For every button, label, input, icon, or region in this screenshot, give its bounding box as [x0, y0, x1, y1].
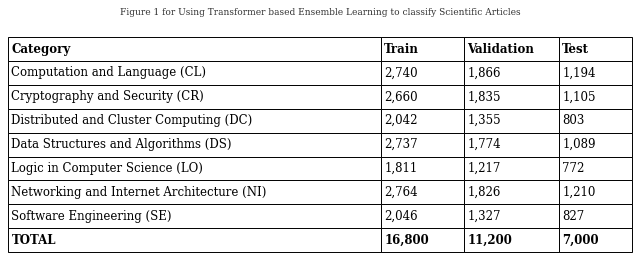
- Bar: [463, 204, 559, 228]
- Text: 11,200: 11,200: [467, 234, 512, 247]
- Text: 1,811: 1,811: [385, 162, 417, 175]
- Text: 2,660: 2,660: [385, 90, 418, 103]
- Bar: [8, 37, 381, 61]
- Text: Computation and Language (CL): Computation and Language (CL): [12, 67, 207, 79]
- Text: Distributed and Cluster Computing (DC): Distributed and Cluster Computing (DC): [12, 114, 253, 127]
- Text: 2,046: 2,046: [385, 210, 418, 223]
- Text: 1,210: 1,210: [563, 186, 596, 199]
- Bar: [559, 228, 632, 252]
- Bar: [463, 85, 559, 109]
- Text: 1,194: 1,194: [563, 67, 596, 79]
- Text: 827: 827: [563, 210, 584, 223]
- Bar: [559, 157, 632, 180]
- Text: Train: Train: [385, 42, 419, 56]
- Bar: [8, 133, 381, 157]
- Bar: [559, 37, 632, 61]
- Text: Software Engineering (SE): Software Engineering (SE): [12, 210, 172, 223]
- Bar: [559, 109, 632, 133]
- Bar: [463, 133, 559, 157]
- Text: 803: 803: [563, 114, 585, 127]
- Text: Figure 1 for Using Transformer based Ensemble Learning to classify Scientific Ar: Figure 1 for Using Transformer based Ens…: [120, 8, 520, 17]
- Text: TOTAL: TOTAL: [12, 234, 56, 247]
- Text: 2,042: 2,042: [385, 114, 418, 127]
- Bar: [381, 85, 463, 109]
- Text: 7,000: 7,000: [563, 234, 599, 247]
- Text: Networking and Internet Architecture (NI): Networking and Internet Architecture (NI…: [12, 186, 267, 199]
- Bar: [559, 85, 632, 109]
- Bar: [463, 157, 559, 180]
- Bar: [381, 204, 463, 228]
- Bar: [463, 228, 559, 252]
- Bar: [559, 204, 632, 228]
- Text: 2,764: 2,764: [385, 186, 418, 199]
- Bar: [381, 180, 463, 204]
- Bar: [8, 228, 381, 252]
- Text: Category: Category: [12, 42, 70, 56]
- Text: Test: Test: [563, 42, 589, 56]
- Bar: [8, 109, 381, 133]
- Text: Logic in Computer Science (LO): Logic in Computer Science (LO): [12, 162, 204, 175]
- Bar: [463, 180, 559, 204]
- Text: 772: 772: [563, 162, 585, 175]
- Text: 1,774: 1,774: [467, 138, 501, 151]
- Text: 1,826: 1,826: [467, 186, 500, 199]
- Bar: [8, 61, 381, 85]
- Text: Cryptography and Security (CR): Cryptography and Security (CR): [12, 90, 204, 103]
- Bar: [8, 180, 381, 204]
- Bar: [381, 61, 463, 85]
- Text: 1,327: 1,327: [467, 210, 501, 223]
- Text: 1,355: 1,355: [467, 114, 501, 127]
- Text: 1,089: 1,089: [563, 138, 596, 151]
- Text: 1,105: 1,105: [563, 90, 596, 103]
- Bar: [8, 157, 381, 180]
- Bar: [8, 204, 381, 228]
- Text: Validation: Validation: [467, 42, 534, 56]
- Bar: [559, 61, 632, 85]
- Bar: [463, 37, 559, 61]
- Text: Data Structures and Algorithms (DS): Data Structures and Algorithms (DS): [12, 138, 232, 151]
- Bar: [463, 61, 559, 85]
- Text: 1,835: 1,835: [467, 90, 501, 103]
- Bar: [381, 37, 463, 61]
- Bar: [559, 180, 632, 204]
- Bar: [381, 228, 463, 252]
- Bar: [381, 157, 463, 180]
- Bar: [8, 85, 381, 109]
- Text: 2,740: 2,740: [385, 67, 418, 79]
- Bar: [381, 109, 463, 133]
- Text: 2,737: 2,737: [385, 138, 418, 151]
- Text: 1,217: 1,217: [467, 162, 500, 175]
- Bar: [559, 133, 632, 157]
- Bar: [381, 133, 463, 157]
- Text: 16,800: 16,800: [385, 234, 429, 247]
- Text: 1,866: 1,866: [467, 67, 501, 79]
- Bar: [463, 109, 559, 133]
